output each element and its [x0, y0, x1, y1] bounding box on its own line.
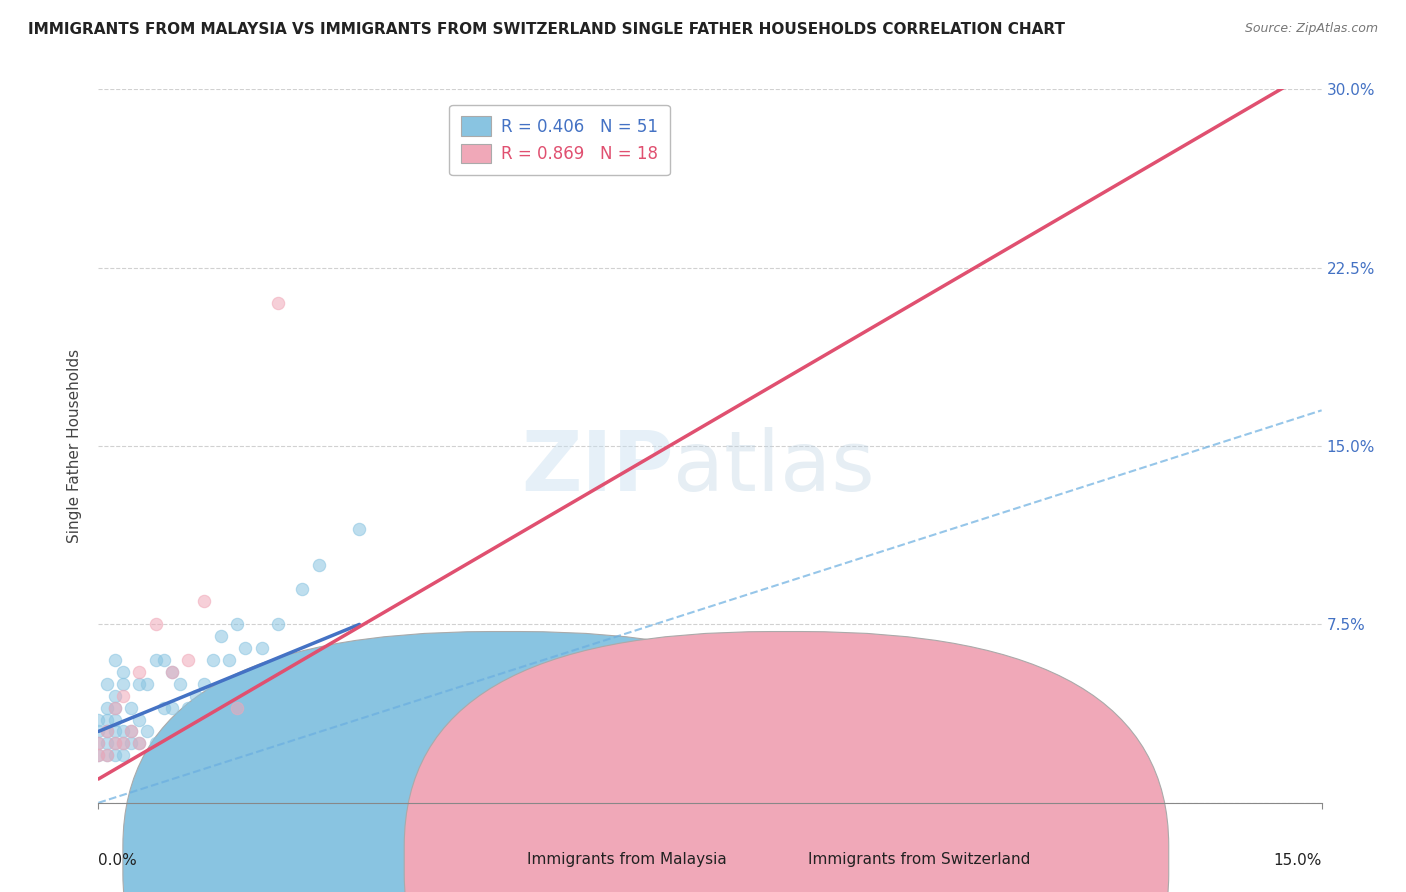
Point [233, 641, 256, 656]
Legend: R = 0.406   N = 51, R = 0.869   N = 18: R = 0.406 N = 51, R = 0.869 N = 18 [450, 104, 669, 175]
Text: ZIP: ZIP [520, 427, 673, 508]
Point [104, 700, 127, 714]
Point [160, 665, 183, 679]
Point [96, 713, 118, 727]
Point [104, 724, 127, 739]
Text: Immigrants from Malaysia: Immigrants from Malaysia [526, 853, 727, 867]
Point [186, 689, 208, 703]
Point [111, 748, 134, 763]
Point [104, 748, 127, 763]
Point [111, 665, 134, 679]
Point [104, 736, 127, 750]
Point [111, 689, 134, 703]
Point [96, 748, 118, 763]
Point [87, 736, 110, 750]
Point [267, 296, 290, 310]
Point [160, 700, 183, 714]
FancyBboxPatch shape [122, 632, 887, 892]
Point [128, 713, 150, 727]
Point [152, 700, 174, 714]
Point [308, 558, 330, 572]
Point [111, 736, 134, 750]
Point [201, 653, 224, 667]
Point [136, 677, 159, 691]
Point [87, 736, 110, 750]
Point [104, 736, 127, 750]
Point [128, 677, 150, 691]
Point [209, 629, 232, 643]
Point [120, 736, 142, 750]
Point [145, 653, 167, 667]
Point [349, 522, 371, 536]
Point [96, 700, 118, 714]
Point [267, 617, 290, 632]
Point [87, 748, 110, 763]
Point [96, 724, 118, 739]
Point [111, 736, 134, 750]
Point [104, 700, 127, 714]
Point [87, 748, 110, 763]
Text: Immigrants from Switzerland: Immigrants from Switzerland [808, 853, 1031, 867]
Point [193, 677, 215, 691]
Text: atlas: atlas [673, 427, 875, 508]
Text: 0.0%: 0.0% [98, 853, 138, 868]
Point [136, 724, 159, 739]
Text: IMMIGRANTS FROM MALAYSIA VS IMMIGRANTS FROM SWITZERLAND SINGLE FATHER HOUSEHOLDS: IMMIGRANTS FROM MALAYSIA VS IMMIGRANTS F… [28, 22, 1066, 37]
Point [617, 70, 640, 85]
Point [145, 736, 167, 750]
Point [218, 653, 240, 667]
Point [128, 736, 150, 750]
Point [145, 617, 167, 632]
Text: Source: ZipAtlas.com: Source: ZipAtlas.com [1244, 22, 1378, 36]
Point [104, 713, 127, 727]
Point [169, 677, 191, 691]
Point [111, 724, 134, 739]
Point [226, 700, 249, 714]
Point [128, 665, 150, 679]
Point [104, 689, 127, 703]
Point [177, 653, 200, 667]
Point [120, 700, 142, 714]
Point [291, 582, 314, 596]
Point [169, 713, 191, 727]
FancyBboxPatch shape [405, 632, 1168, 892]
Point [160, 665, 183, 679]
Point [87, 724, 110, 739]
Point [120, 724, 142, 739]
Point [104, 653, 127, 667]
Point [193, 593, 215, 607]
Point [96, 677, 118, 691]
Point [177, 700, 200, 714]
Point [111, 677, 134, 691]
Point [152, 653, 174, 667]
Text: 15.0%: 15.0% [1274, 853, 1322, 868]
Point [87, 713, 110, 727]
Point [128, 736, 150, 750]
Point [226, 617, 249, 632]
Point [96, 748, 118, 763]
Point [120, 724, 142, 739]
Point [250, 641, 273, 656]
Y-axis label: Single Father Households: Single Father Households [67, 349, 83, 543]
Point [96, 736, 118, 750]
Point [96, 724, 118, 739]
